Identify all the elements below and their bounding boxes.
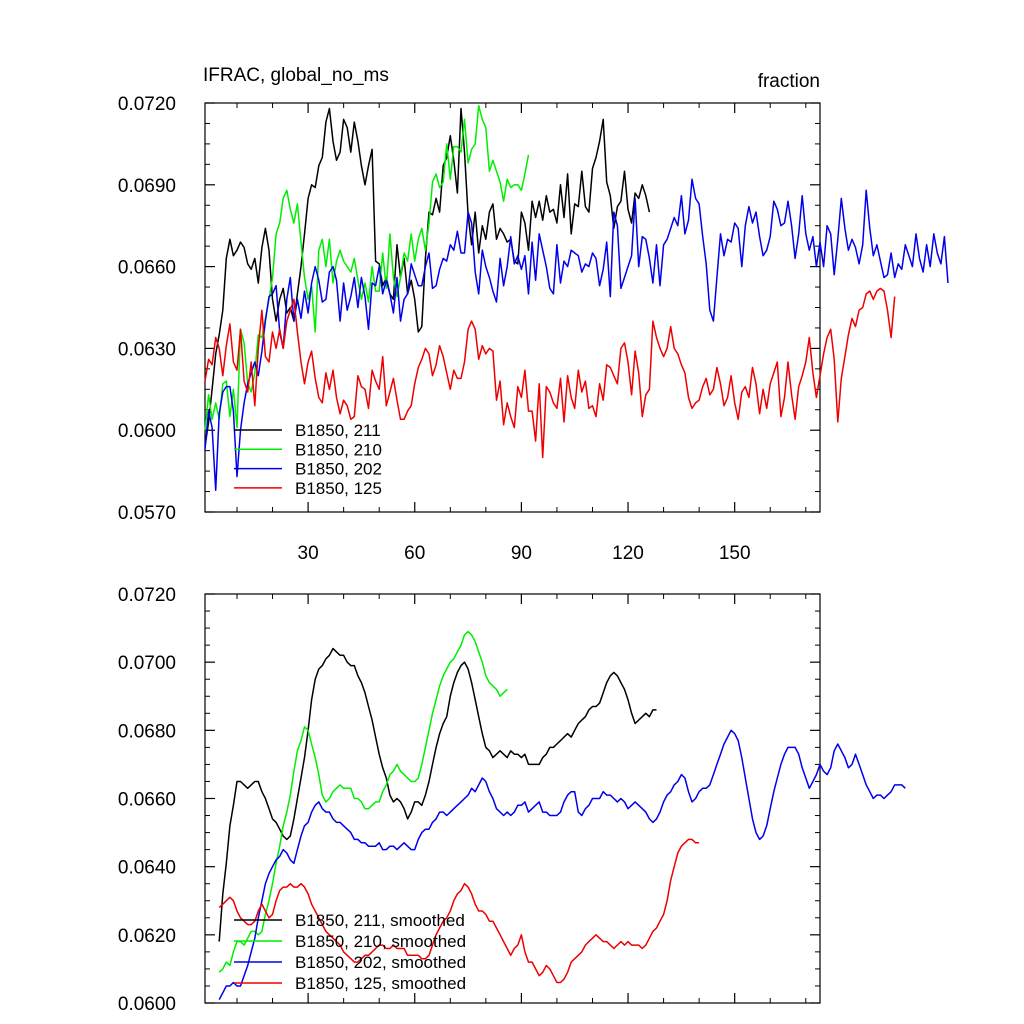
x-tick-label: 150 — [719, 543, 751, 564]
units-label: fraction — [758, 71, 820, 92]
legend-label: B1850, 202 — [295, 460, 382, 479]
y-tick-label: 0.0680 — [118, 721, 176, 742]
y-tick-label: 0.0640 — [118, 858, 176, 879]
legend-label: B1850, 202, smoothed — [295, 953, 466, 972]
x-tick-label: 30 — [298, 543, 319, 564]
legend-label: B1850, 210, smoothed — [295, 932, 466, 951]
series-line-b1850-202-smoothed — [218, 729, 906, 1000]
x-tick-label: 90 — [511, 543, 532, 564]
series-line-b1850-210-smoothed — [218, 630, 508, 973]
legend-label: B1850, 125 — [295, 479, 382, 498]
top-panel: 0.0570 0.0600 0.0630 0.0660 0.0690 0.0720 30 60… — [118, 94, 949, 564]
y-tick-label: 0.0600 — [118, 994, 176, 1015]
x-tick-label: 120 — [612, 543, 644, 564]
series-line-b1850-211-smoothed — [218, 647, 657, 942]
x-tick-label: 60 — [404, 543, 425, 564]
y-tick-label: 0.0690 — [118, 176, 176, 197]
y-tick-label: 0.0720 — [118, 585, 176, 606]
series-line-b1850-202 — [204, 178, 949, 491]
y-tick-label: 0.0660 — [118, 790, 176, 811]
y-tick-label: 0.0620 — [118, 926, 176, 947]
y-tick-label: 0.0600 — [118, 421, 176, 442]
legend-label: B1850, 211 — [295, 421, 381, 440]
y-tick-label: 0.0700 — [118, 653, 176, 674]
chart-title: IFRAC, global_no_ms — [203, 65, 389, 86]
series-line-b1850-211 — [204, 107, 651, 447]
y-tick-label: 0.0630 — [118, 339, 176, 360]
y-tick-label: 0.0570 — [118, 503, 176, 524]
legend-label: B1850, 210 — [295, 440, 382, 459]
legend-label: B1850, 125, smoothed — [295, 974, 466, 993]
series-line-b1850-125-smoothed — [218, 838, 700, 984]
bottom-panel: 0.0600 0.0620 0.0640 0.0660 0.0680 0.0700 0.07… — [118, 585, 906, 1015]
legend-label: B1850, 211, smoothed — [295, 911, 465, 930]
y-tick-label: 0.0660 — [118, 258, 176, 279]
series-line-b1850-125 — [204, 287, 896, 459]
y-tick-label: 0.0720 — [118, 94, 176, 115]
